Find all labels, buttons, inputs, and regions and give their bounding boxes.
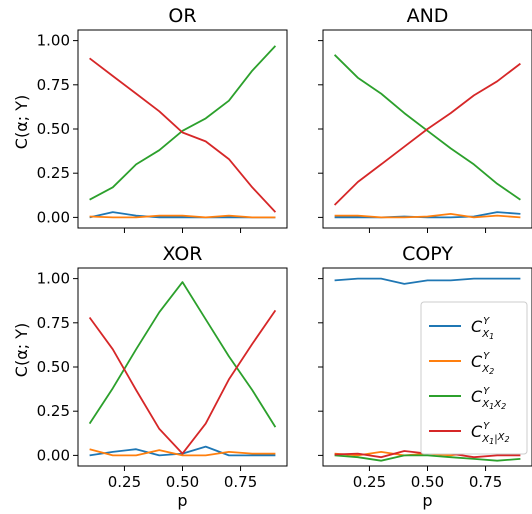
series-line-c-x1-given-x2 bbox=[89, 57, 277, 213]
ylabel-top: C(α; Y) bbox=[12, 95, 31, 149]
legend-label-c-x2: CY X2 bbox=[471, 351, 494, 376]
series-line-c-x1 bbox=[334, 277, 521, 285]
series-line-c-x1x2 bbox=[88, 281, 277, 428]
y-tick-label: 0.25 bbox=[37, 164, 70, 182]
panel-xor: XOR 0.00 0.25 0.50 0.75 1.00 0.25 0.50 0.75 p bbox=[37, 243, 288, 510]
panel-title: AND bbox=[407, 5, 449, 27]
y-tick-label: 0.75 bbox=[37, 314, 70, 332]
y-tick-label: 0.50 bbox=[37, 120, 70, 138]
x-axis-label: p bbox=[422, 491, 432, 510]
y-tick-label: 0.50 bbox=[37, 358, 70, 376]
x-tick-label: 0.50 bbox=[411, 473, 444, 491]
x-tick-label: 0.75 bbox=[469, 473, 502, 491]
y-tick-label: 0.75 bbox=[37, 76, 70, 94]
panel-title: XOR bbox=[163, 243, 203, 265]
ylabel-bottom: C(α; Y) bbox=[12, 323, 31, 377]
series-line-c-x2 bbox=[89, 448, 276, 457]
x-tick-label: 0.75 bbox=[224, 473, 257, 491]
axes-frame bbox=[77, 267, 288, 467]
panel-or: OR 0.00 0.25 0.50 0.75 1.00 bbox=[37, 5, 288, 233]
panel-copy: COPY 0.25 0.50 0.75 p CY X1 CY X2 CY X1X2 CY X1|X2 bbox=[318, 243, 532, 510]
series-line-c-x2 bbox=[334, 212, 521, 219]
x-tick-label: 0.50 bbox=[166, 473, 199, 491]
panels: OR 0.00 0.25 0.50 0.75 1.00 AND XOR 0.00 0.25 0.50… bbox=[37, 5, 532, 510]
y-tick-label: 0.00 bbox=[37, 446, 70, 464]
legend-label-c-x1x2: CY X1X2 bbox=[471, 386, 506, 411]
y-tick-label: 0.00 bbox=[37, 208, 70, 226]
x-tick-label: 0.25 bbox=[108, 473, 141, 491]
series-line-c-x1x2 bbox=[333, 54, 521, 201]
y-tick-label: 0.25 bbox=[37, 402, 70, 420]
y-tick-label: 1.00 bbox=[37, 270, 70, 288]
series-line-c-x1x2 bbox=[334, 454, 521, 462]
legend: CY X1 CY X2 CY X1X2 CY X1|X2 bbox=[420, 301, 528, 455]
panel-and: AND bbox=[318, 5, 532, 233]
legend-label-c-x1: CY X1 bbox=[471, 316, 494, 341]
x-axis-label: p bbox=[177, 491, 187, 510]
x-tick-label: 0.25 bbox=[353, 473, 386, 491]
series-line-c-x1-given-x2 bbox=[333, 62, 521, 206]
axes-frame bbox=[77, 29, 288, 229]
legend-label-c-x1-given-x2: CY X1|X2 bbox=[471, 421, 510, 446]
series-line-c-x2 bbox=[89, 214, 276, 219]
panel-title: COPY bbox=[402, 243, 453, 265]
series-line-c-x1x2 bbox=[89, 45, 277, 201]
panel-title: OR bbox=[168, 5, 196, 27]
series-line-c-x1-given-x2 bbox=[88, 309, 277, 455]
y-tick-label: 1.00 bbox=[37, 32, 70, 50]
legend-box bbox=[420, 301, 528, 455]
